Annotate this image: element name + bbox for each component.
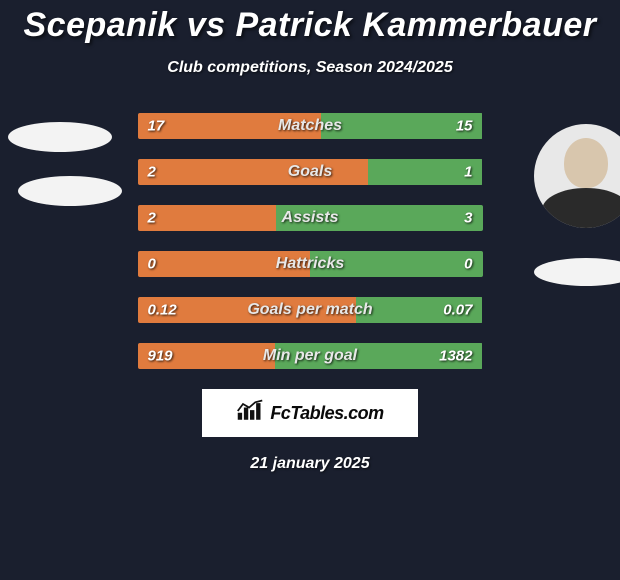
stat-value-right: 15 bbox=[456, 118, 473, 135]
stat-bar-left bbox=[138, 205, 276, 231]
stat-row: 2 3 Assists bbox=[138, 205, 483, 231]
stat-label: Min per goal bbox=[263, 347, 357, 365]
stat-label: Goals per match bbox=[247, 301, 372, 319]
page-title: Scepanik vs Patrick Kammerbauer bbox=[0, 0, 620, 45]
stat-value-left: 2 bbox=[148, 210, 156, 227]
date-line: 21 january 2025 bbox=[0, 455, 620, 473]
stat-label: Goals bbox=[288, 163, 332, 181]
stat-row: 17 15 Matches bbox=[138, 113, 483, 139]
branding-text: FcTables.com bbox=[270, 403, 383, 424]
stat-value-right: 0 bbox=[464, 256, 472, 273]
stat-value-right: 1382 bbox=[439, 348, 472, 365]
stat-row: 2 1 Goals bbox=[138, 159, 483, 185]
branding-box: FcTables.com bbox=[202, 389, 418, 437]
stat-value-left: 17 bbox=[148, 118, 165, 135]
stat-row: 0 0 Hattricks bbox=[138, 251, 483, 277]
stat-value-left: 0.12 bbox=[148, 302, 177, 319]
subtitle: Club competitions, Season 2024/2025 bbox=[0, 59, 620, 77]
chart-icon bbox=[236, 399, 264, 428]
stat-label: Assists bbox=[282, 209, 339, 227]
stat-value-right: 1 bbox=[464, 164, 472, 181]
stat-value-right: 0.07 bbox=[443, 302, 472, 319]
stat-value-left: 2 bbox=[148, 164, 156, 181]
stat-value-right: 3 bbox=[464, 210, 472, 227]
stat-value-left: 919 bbox=[148, 348, 173, 365]
stat-label: Hattricks bbox=[276, 255, 344, 273]
stat-row: 0.12 0.07 Goals per match bbox=[138, 297, 483, 323]
stat-label: Matches bbox=[278, 117, 342, 135]
stat-value-left: 0 bbox=[148, 256, 156, 273]
stats-chart: 17 15 Matches 2 1 Goals 2 3 Assists 0 0 Hattricks 0.… bbox=[0, 113, 620, 369]
stat-bar-left bbox=[138, 159, 368, 185]
stat-row: 919 1382 Min per goal bbox=[138, 343, 483, 369]
